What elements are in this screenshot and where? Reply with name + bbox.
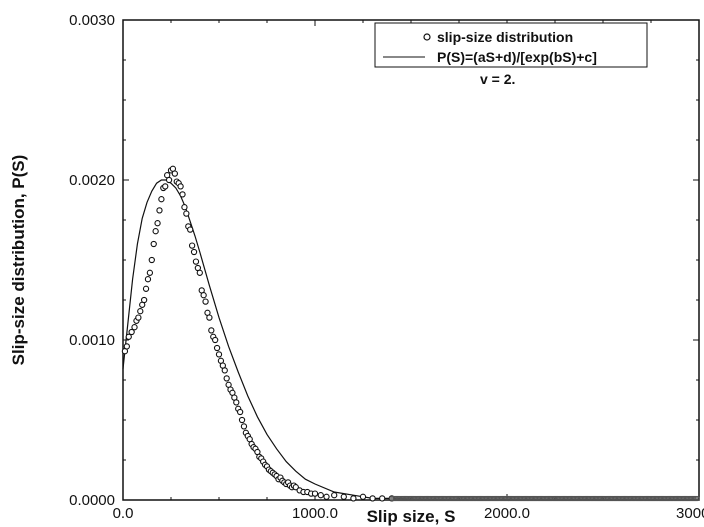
data-point xyxy=(128,328,135,336)
data-point xyxy=(187,226,194,233)
data-point xyxy=(359,493,367,500)
x-tick-label: 0.0 xyxy=(113,505,134,522)
data-point xyxy=(206,314,213,321)
data-point xyxy=(323,493,330,500)
legend-label-data: slip-size distribution xyxy=(437,29,573,45)
data-point xyxy=(162,183,169,190)
fit-curve-line xyxy=(122,179,699,501)
data-point xyxy=(236,408,244,416)
data-point xyxy=(183,210,190,217)
x-tick-label: 1000.0 xyxy=(292,505,338,522)
data-point xyxy=(165,176,173,184)
data-point xyxy=(223,375,230,382)
data-point xyxy=(213,344,221,352)
data-point xyxy=(350,495,357,502)
y-tick-label: 0.0010 xyxy=(69,332,115,349)
legend-label-fit: P(S)=(aS+d)/[exp(bS)+c] xyxy=(437,49,597,65)
data-point xyxy=(215,351,223,358)
data-point xyxy=(379,495,386,502)
data-point xyxy=(140,296,148,304)
parameter-annotation: v = 2. xyxy=(480,71,515,87)
y-tick-label: 0.0000 xyxy=(69,492,115,509)
data-point xyxy=(188,242,196,249)
data-point xyxy=(331,492,338,499)
x-axis-label: Slip size, S xyxy=(367,507,456,526)
data-point xyxy=(292,484,299,491)
data-point xyxy=(369,495,376,502)
data-point xyxy=(317,492,324,499)
data-point xyxy=(150,240,157,248)
data-point xyxy=(200,292,207,299)
legend-marker-circle xyxy=(423,33,431,41)
data-point xyxy=(131,324,138,331)
data-point xyxy=(146,269,154,276)
fit-curve-layer xyxy=(122,179,699,501)
legend: slip-size distribution P(S)=(aS+d)/[exp(… xyxy=(374,22,648,68)
data-point xyxy=(192,258,200,265)
data-points-layer xyxy=(121,165,700,502)
data-point xyxy=(154,220,161,227)
data-point xyxy=(158,196,165,203)
data-point xyxy=(137,308,144,315)
y-axis-label: Slip-size distribution, P(S) xyxy=(9,155,28,366)
data-point xyxy=(142,285,150,292)
y-tick-label: 0.0030 xyxy=(69,12,115,29)
data-point xyxy=(177,183,184,190)
legend-box xyxy=(374,22,648,68)
data-point xyxy=(208,327,215,334)
data-point-tail xyxy=(694,495,700,502)
data-point xyxy=(181,204,188,211)
data-point xyxy=(123,343,130,350)
data-point xyxy=(202,298,209,305)
data-point xyxy=(221,367,228,374)
data-point xyxy=(233,399,240,406)
data-point xyxy=(125,333,132,340)
data-point xyxy=(148,256,155,264)
data-point xyxy=(152,228,159,235)
data-point xyxy=(179,191,186,198)
data-point xyxy=(340,493,347,500)
data-point xyxy=(240,423,248,430)
data-point xyxy=(196,269,203,276)
y-tick-label: 0.0020 xyxy=(69,172,115,189)
data-point xyxy=(212,336,219,344)
data-point xyxy=(238,416,246,424)
data-point xyxy=(171,170,178,177)
data-point xyxy=(311,490,319,497)
data-point xyxy=(190,248,198,256)
data-point xyxy=(144,276,152,283)
x-tick-label: 2000.0 xyxy=(484,505,530,522)
data-point xyxy=(135,314,142,321)
data-point xyxy=(156,207,163,214)
